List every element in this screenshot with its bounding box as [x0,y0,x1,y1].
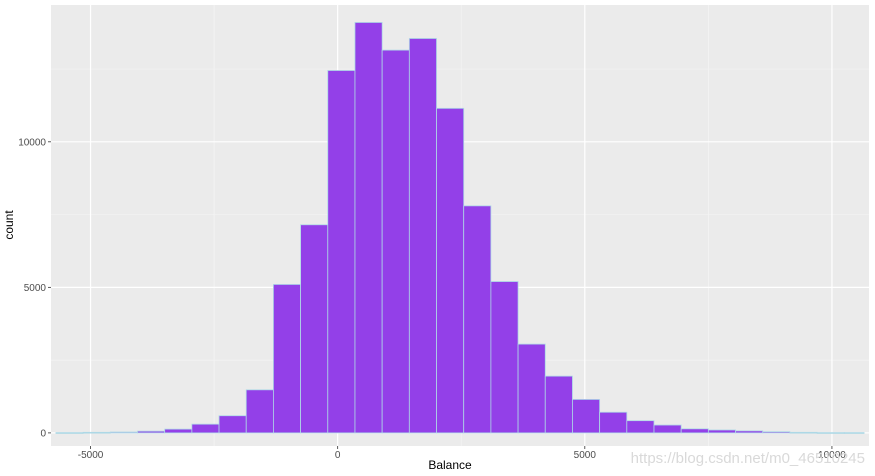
histogram-bar [408,38,437,434]
histogram-bar [626,420,655,434]
y-axis-title: count [2,210,16,240]
watermark-text: https://blog.csdn.net/m0_46510245 [631,450,865,467]
histogram-bar [517,343,546,434]
histogram-bar [436,107,465,434]
histogram-bar [680,428,709,434]
x-axis-title: Balance [428,458,472,472]
x-tick-label: 5000 [574,450,597,461]
y-tick-label: 0 [40,428,46,439]
histogram-bar [354,22,383,434]
histogram-bar [572,399,601,434]
histogram-bar [381,49,410,434]
histogram-bar [55,432,84,434]
histogram-bar [816,432,845,434]
histogram-bar [273,284,302,434]
histogram-bar [843,432,865,434]
histogram-bar [762,431,791,434]
y-tick-label: 5000 [24,283,47,294]
histogram-bar [544,375,573,434]
histogram-bar [191,423,220,434]
histogram-bar [164,428,193,434]
histogram-bar [137,430,166,434]
x-tick-label: -5000 [78,450,104,461]
y-tick-label: 10000 [18,137,46,148]
histogram-bar [735,430,764,434]
x-tick-label: 0 [335,450,341,461]
histogram-bar [245,389,274,434]
histogram-bar [300,224,329,434]
histogram-bar [463,205,492,434]
histogram-bar [599,411,628,434]
histogram-bar [490,281,519,434]
histogram-bar [327,70,356,434]
histogram-bar [707,429,736,434]
histogram-bar [789,431,818,434]
y-axis-ticks: 0 5000 10000 [18,137,51,439]
histogram-bar [653,424,682,434]
histogram-bar [109,431,138,434]
histogram-bars [55,22,865,434]
histogram-bar [82,431,111,434]
x-axis-ticks: -5000 0 5000 10000 [78,446,846,461]
histogram-bar [218,415,247,434]
x-tick-label: 10000 [818,450,846,461]
